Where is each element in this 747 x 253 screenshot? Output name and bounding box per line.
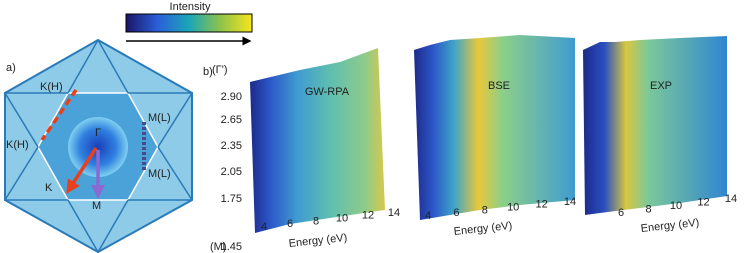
- x-tick-label: 14: [388, 207, 400, 219]
- point-label: K(H): [6, 139, 29, 151]
- x-tick-label: 12: [697, 196, 709, 208]
- x-tick-label: 4: [425, 210, 431, 222]
- point-label: M(L): [148, 112, 171, 124]
- y-tick-label: 1.45: [221, 241, 242, 253]
- x-tick-label: 12: [535, 199, 547, 211]
- x-tick-label: 10: [336, 213, 348, 225]
- point-label: M(L): [148, 168, 171, 180]
- colorbar: [125, 13, 253, 33]
- k-arrow: [66, 147, 98, 194]
- x-tick-label: 8: [313, 215, 319, 227]
- point-labels: K(H) K(H) M(L) M(L) Γ K M: [6, 81, 171, 212]
- zone-lines: [4, 39, 193, 253]
- y-top-label: (Γ'): [212, 64, 228, 76]
- y-tick-label: 1.75: [221, 193, 242, 205]
- dashed-arrow: [40, 89, 78, 141]
- x-tick-label: 14: [725, 193, 737, 205]
- x-axis-label: Energy (eV): [288, 232, 348, 250]
- x-tick-label: 8: [645, 203, 651, 215]
- x-tick-label: 6: [618, 207, 624, 219]
- plot-title: GW-RPA: [305, 86, 350, 98]
- surface: [583, 36, 727, 215]
- y-bottom-label: (M): [210, 241, 227, 253]
- y-tick-label: 2.35: [221, 140, 242, 152]
- x-tick-label: 14: [564, 196, 576, 208]
- x-tick-label: 4: [261, 221, 267, 233]
- colorbar-label: Intensity: [170, 1, 211, 13]
- surface: [414, 35, 575, 220]
- x-tick-label: 12: [362, 210, 374, 222]
- y-tick-label: 2.90: [221, 91, 242, 103]
- point-label: Γ: [95, 127, 101, 139]
- plot-title: EXP: [650, 80, 672, 92]
- point-label: M: [92, 200, 101, 212]
- point-label: K(H): [40, 81, 63, 93]
- gamma-region: [68, 117, 128, 177]
- point-label: K: [45, 182, 53, 194]
- panel-label: a): [6, 62, 16, 74]
- x-tick-label: 8: [482, 204, 488, 216]
- x-axis-label: Energy (eV): [640, 217, 700, 235]
- panel-label: b): [203, 66, 213, 78]
- x-axis-label: Energy (eV): [453, 220, 513, 238]
- surface: [250, 48, 385, 233]
- x-tick-label: 6: [287, 218, 293, 230]
- x-tick-label: 10: [507, 202, 519, 214]
- plot-title: BSE: [488, 80, 510, 92]
- x-tick-label: 6: [453, 207, 459, 219]
- y-tick-label: 2.65: [221, 114, 242, 126]
- x-tick-label: 10: [670, 200, 682, 212]
- y-tick-label: 2.05: [221, 166, 242, 178]
